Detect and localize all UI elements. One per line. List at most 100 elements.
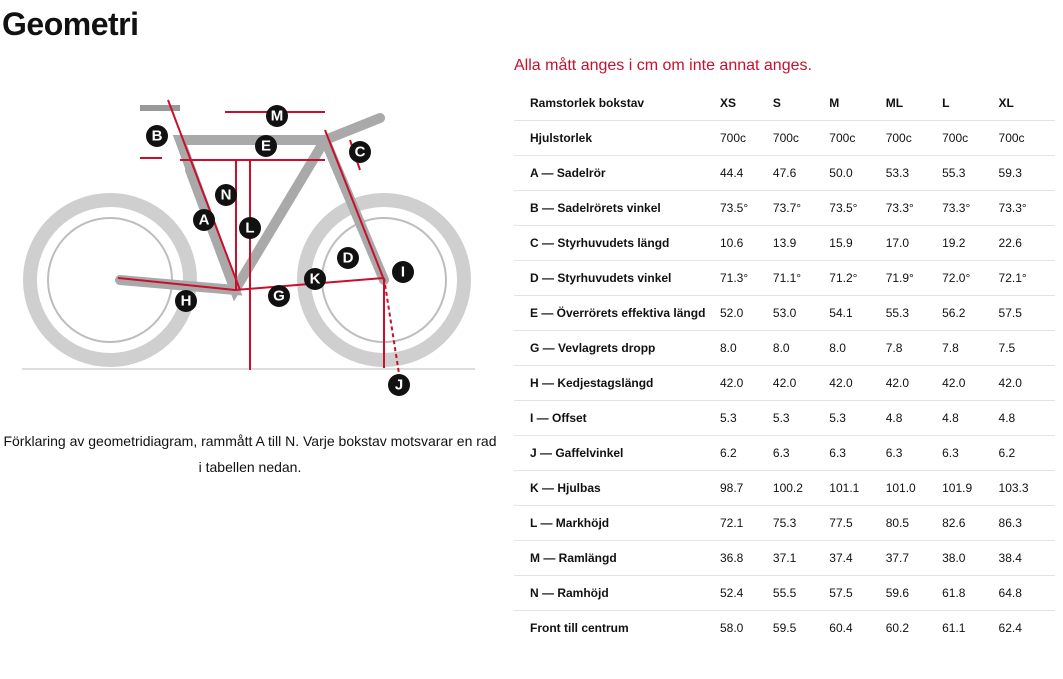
cell: 37.4 <box>829 540 886 576</box>
cell: 8.0 <box>772 330 830 366</box>
cell: 42.0 <box>829 365 886 401</box>
cell: 6.2 <box>720 435 773 471</box>
row-label: L — Markhöjd <box>514 505 720 541</box>
cell: 60.4 <box>829 621 853 635</box>
table-row: L — Markhöjd 72.1 75.3 77.5 80.5 82.6 86.3 <box>514 505 1055 541</box>
geometry-table: Ramstorlek bokstav XS S M ML L XL Hjulstorlek 70… <box>514 86 1055 645</box>
cell: 77.5 <box>829 505 886 541</box>
diagram-label: K <box>310 271 321 288</box>
cell: 42.0 <box>998 365 1055 401</box>
row-label: N — Ramhöjd <box>514 575 720 611</box>
row-label: D — Styrhuvudets vinkel <box>514 260 720 296</box>
cell: 17.0 <box>885 225 943 261</box>
cell: 73.5° <box>829 190 886 226</box>
cell: 72.1° <box>998 260 1055 296</box>
cell: 5.3 <box>829 400 886 436</box>
cell: 73.7° <box>772 190 830 226</box>
cell: 700c <box>942 120 999 156</box>
cell: 80.5 <box>885 505 943 541</box>
table-row: A — Sadelrör 44.4 47.6 50.0 53.3 55.3 59.3 <box>514 155 1055 191</box>
note: Alla mått anges i cm om inte annat anges… <box>514 57 812 74</box>
cell: 73.3° <box>885 190 943 226</box>
cell: 52.4 <box>720 575 773 611</box>
cell: 19.2 <box>942 225 999 261</box>
row-label: C — Styrhuvudets längd <box>514 225 720 261</box>
row-label: Front till centrum <box>530 621 629 635</box>
cell: 42.0 <box>720 365 773 401</box>
cell: 57.5 <box>829 575 886 611</box>
cell: 72.0° <box>942 260 999 296</box>
cell: 5.3 <box>772 400 830 436</box>
cell: 7.5 <box>998 330 1055 366</box>
cell: 4.8 <box>885 400 943 436</box>
table-row: D — Styrhuvudets vinkel 71.3° 71.1° 71.2° 71… <box>514 260 1055 296</box>
cell: 55.3 <box>885 295 943 331</box>
cell: 61.1 <box>942 621 966 635</box>
row-label: A — Sadelrör <box>514 155 720 191</box>
column-header: Ramstorlek bokstav <box>514 86 720 121</box>
cell: 36.8 <box>720 540 773 576</box>
cell: 75.3 <box>772 505 830 541</box>
diagram-label: B <box>152 128 163 145</box>
cell: 8.0 <box>829 330 886 366</box>
row-label: B — Sadelrörets vinkel <box>514 190 720 226</box>
cell: 42.0 <box>942 365 999 401</box>
row-label: M — Ramlängd <box>514 540 720 576</box>
cell: 100.2 <box>772 470 830 506</box>
table-row: Front till centrum 58.0 59.5 60.4 60.2 61.1 62… <box>514 611 1055 646</box>
cell: 71.2° <box>829 260 886 296</box>
cell: 5.3 <box>720 400 773 436</box>
cell: 60.2 <box>885 621 910 635</box>
cell: 101.9 <box>942 470 999 506</box>
cell: 700c <box>829 120 886 156</box>
column-header: L <box>942 86 999 121</box>
table-row: I — Offset 5.3 5.3 5.3 4.8 4.8 4.8 <box>514 400 1055 436</box>
title: Geometri <box>2 6 139 42</box>
cell: 42.0 <box>772 365 830 401</box>
diagram-label: I <box>401 264 405 281</box>
cell: 7.8 <box>885 330 943 366</box>
cell: 700c <box>998 120 1055 156</box>
column-header: ML <box>885 86 943 121</box>
cell: 6.2 <box>998 435 1055 471</box>
cell: 71.3° <box>720 260 773 296</box>
caption: Förklaring av geometridiagram, rammått A… <box>3 433 497 475</box>
diagram-label: L <box>245 220 254 237</box>
cell: 73.3° <box>942 190 999 226</box>
cell: 101.1 <box>829 470 886 506</box>
cell: 55.5 <box>772 575 830 611</box>
cell: 4.8 <box>998 400 1055 436</box>
cell: 61.8 <box>942 575 999 611</box>
table-row: E — Överrörets effektiva längd 52.0 53.0 54… <box>514 295 1055 331</box>
cell: 6.3 <box>942 435 999 471</box>
cell: 82.6 <box>942 505 999 541</box>
cell: 64.8 <box>998 575 1055 611</box>
cell: 57.5 <box>998 295 1055 331</box>
row-label: I — Offset <box>514 400 720 436</box>
cell: 58.0 <box>720 621 744 635</box>
cell: 4.8 <box>942 400 999 436</box>
bike-diagram: B M E C N A L D I K H G J <box>22 99 475 396</box>
cell: 44.4 <box>720 155 773 191</box>
diagram-label: J <box>395 377 403 394</box>
cell: 59.3 <box>998 155 1055 191</box>
cell: 73.3° <box>998 190 1055 226</box>
column-header: XL <box>998 86 1055 121</box>
cell: 62.4 <box>998 621 1022 635</box>
cell: 38.0 <box>942 540 999 576</box>
diagram-label: M <box>271 108 284 125</box>
cell: 8.0 <box>720 330 773 366</box>
cell: 54.1 <box>829 295 886 331</box>
cell: 6.3 <box>885 435 943 471</box>
cell: 71.9° <box>885 260 943 296</box>
table-row: Hjulstorlek 700c 700c 700c 700c 700c 700c <box>514 120 1055 156</box>
table-row: B — Sadelrörets vinkel 73.5° 73.7° 73.5° 73.… <box>514 190 1055 226</box>
diagram-label: C <box>355 144 366 161</box>
cell: 72.1 <box>720 505 773 541</box>
cell: 37.1 <box>772 540 830 576</box>
cell: 56.2 <box>942 295 999 331</box>
cell: 101.0 <box>885 470 943 506</box>
column-header: XS <box>720 86 773 121</box>
cell: 15.9 <box>829 225 886 261</box>
